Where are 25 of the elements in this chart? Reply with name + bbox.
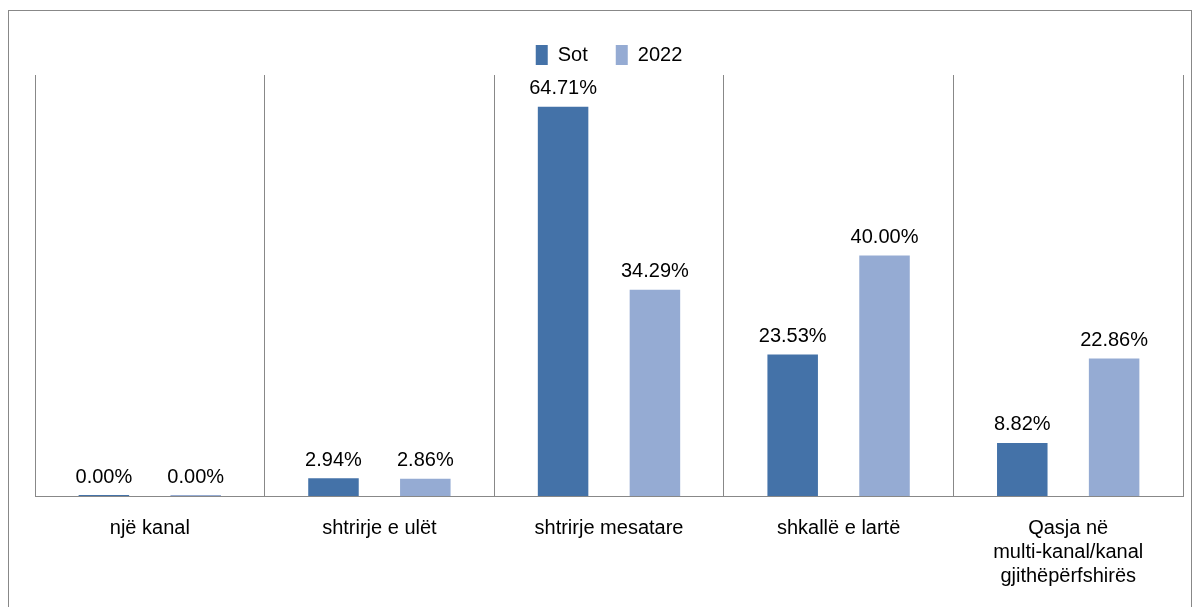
x-tick-label: shtrirje mesatare bbox=[534, 515, 684, 538]
legend-label: Sot bbox=[557, 42, 589, 65]
data-label: 22.86% bbox=[1080, 328, 1149, 351]
bar bbox=[537, 106, 589, 496]
data-label: 8.82% bbox=[993, 412, 1051, 435]
bar bbox=[1088, 358, 1140, 496]
bar bbox=[859, 255, 910, 496]
bar bbox=[629, 289, 681, 496]
x-tick-label: një kanal bbox=[109, 515, 190, 538]
data-label: 40.00% bbox=[850, 224, 919, 247]
bar bbox=[767, 354, 818, 496]
data-label: 0.00% bbox=[167, 464, 225, 487]
bar bbox=[400, 478, 451, 496]
data-label: 0.00% bbox=[75, 464, 133, 487]
data-label: 64.71% bbox=[529, 76, 598, 99]
data-label: 2.94% bbox=[305, 447, 363, 470]
bar bbox=[997, 442, 1048, 496]
x-tick-label: Qasja në multi-kanal/kanal gjithëpërfshirës bbox=[993, 515, 1144, 586]
x-tick-label: shtrirje e ulët bbox=[322, 515, 438, 538]
data-label: 34.29% bbox=[621, 259, 690, 282]
data-label: 2.86% bbox=[396, 448, 454, 471]
x-tick-label: shkallë e lartë bbox=[776, 515, 901, 538]
bar bbox=[308, 478, 359, 496]
legend-label: 2022 bbox=[637, 42, 683, 65]
data-label: 23.53% bbox=[758, 324, 827, 346]
